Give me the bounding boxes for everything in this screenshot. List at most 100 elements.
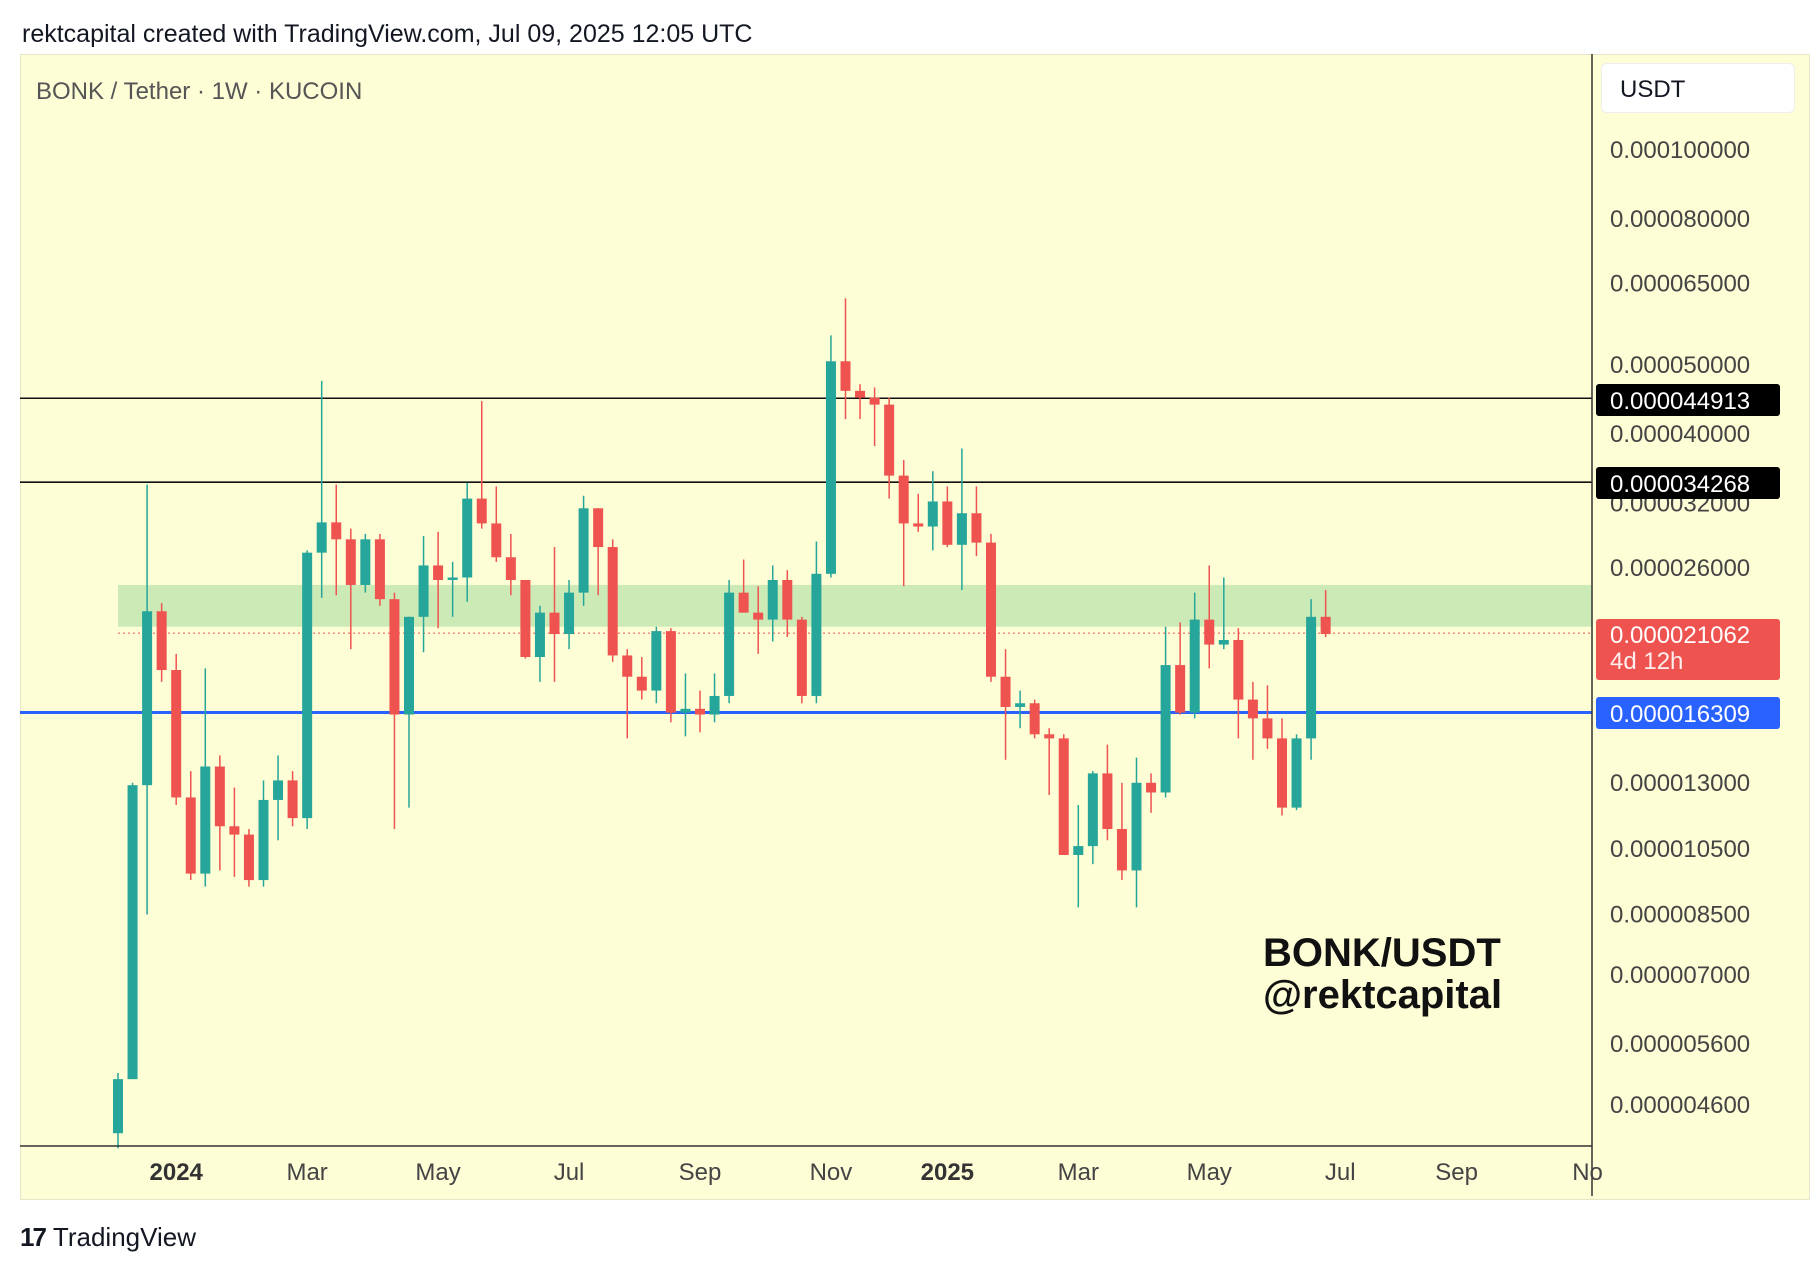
candle — [956, 448, 967, 591]
candle-body — [243, 834, 254, 881]
candle-body — [636, 676, 647, 691]
candle — [113, 1072, 123, 1149]
time-axis-label: No — [1572, 1159, 1603, 1186]
candle-body — [665, 631, 676, 713]
candle — [782, 570, 793, 638]
chart-caption: rektcapital created with TradingView.com… — [22, 20, 753, 48]
candle-body — [1000, 676, 1011, 707]
time-axis-label: Sep — [679, 1159, 722, 1186]
candle — [811, 541, 822, 704]
candle-body — [840, 361, 851, 391]
candle-body — [1175, 665, 1186, 713]
candle — [942, 486, 953, 548]
candle — [345, 528, 356, 650]
candle — [243, 829, 254, 887]
candle — [1102, 744, 1113, 841]
candle — [825, 335, 836, 578]
candle-body — [476, 498, 487, 524]
candle-body — [1058, 738, 1069, 855]
candle-body — [447, 577, 458, 580]
candle-body — [1146, 782, 1157, 793]
candle-body — [273, 780, 284, 800]
candle-body — [549, 612, 560, 635]
current-price-value: 0.000021062 — [1610, 622, 1751, 649]
candle — [578, 495, 589, 606]
candle-body — [825, 361, 836, 574]
candle — [185, 771, 196, 881]
candle — [753, 586, 764, 654]
candle — [505, 533, 516, 596]
candle-body — [884, 404, 895, 476]
candle-body — [505, 557, 516, 580]
time-axis-label: Sep — [1435, 1159, 1478, 1186]
candle-body — [1015, 703, 1026, 707]
candle-body — [724, 592, 735, 696]
tradingview-logo-text: TradingView — [52, 1222, 196, 1252]
candle — [1058, 734, 1069, 855]
candle — [1044, 728, 1055, 795]
candle — [1073, 805, 1084, 908]
time-axis-label: May — [1187, 1159, 1232, 1186]
candle — [913, 493, 924, 532]
price-axis-label: 0.000050000 — [1610, 352, 1750, 379]
candle — [214, 755, 225, 871]
candle — [680, 673, 691, 737]
candle — [433, 531, 444, 629]
candle — [302, 550, 313, 830]
candle — [534, 605, 545, 682]
time-axis-label: Jul — [1325, 1159, 1356, 1186]
candle-body — [564, 592, 575, 635]
candle-body — [433, 565, 444, 580]
candle-body — [258, 799, 269, 881]
candle — [331, 484, 342, 596]
candle — [156, 603, 167, 682]
candle-body — [389, 599, 400, 715]
candle — [1320, 590, 1331, 638]
candle-body — [185, 797, 196, 874]
currency-selector[interactable]: USDT — [1601, 63, 1795, 113]
tradingview-logo[interactable]: 17 TradingView — [20, 1222, 196, 1253]
resistance-low-price-tag: 0.000034268 — [1596, 467, 1780, 499]
candle — [229, 787, 240, 877]
candle — [971, 486, 982, 557]
candle-body — [418, 565, 429, 617]
candle-body — [1029, 703, 1040, 735]
candle-body — [913, 523, 924, 527]
current-price-tag: 0.000021062 4d 12h — [1596, 619, 1780, 680]
candle — [593, 508, 604, 596]
candle-body — [578, 508, 589, 593]
candle — [1175, 622, 1186, 715]
candle-body — [331, 522, 342, 540]
candle-body — [374, 539, 385, 600]
symbol-title: BONK / Tether · 1W · KUCOIN — [36, 78, 363, 105]
price-axis-label: 0.000008500 — [1610, 902, 1750, 929]
time-axis-label: Mar — [1058, 1159, 1099, 1186]
candle — [709, 673, 720, 723]
candle-body — [1218, 640, 1229, 645]
candle-countdown: 4d 12h — [1610, 648, 1684, 675]
candle-body — [1277, 738, 1287, 808]
candle-body — [142, 611, 153, 786]
candle — [287, 771, 298, 827]
candle — [476, 401, 487, 529]
candle — [200, 668, 211, 887]
candle-body — [1160, 665, 1171, 793]
candle — [665, 628, 676, 723]
candle — [549, 547, 560, 682]
candle — [1131, 757, 1142, 908]
candle — [1015, 690, 1026, 729]
candle — [447, 561, 458, 617]
candle — [738, 559, 749, 613]
chart-area[interactable] — [20, 54, 1810, 1200]
time-axis-label: May — [415, 1159, 460, 1186]
candle — [258, 780, 269, 887]
candle — [1247, 681, 1258, 760]
tradingview-logo-icon: 17 — [20, 1222, 47, 1252]
candle — [986, 533, 996, 682]
candle-body — [462, 498, 473, 578]
candle — [796, 616, 807, 704]
candle-body — [1262, 718, 1273, 739]
candle-body — [156, 611, 167, 671]
candle — [142, 484, 153, 915]
